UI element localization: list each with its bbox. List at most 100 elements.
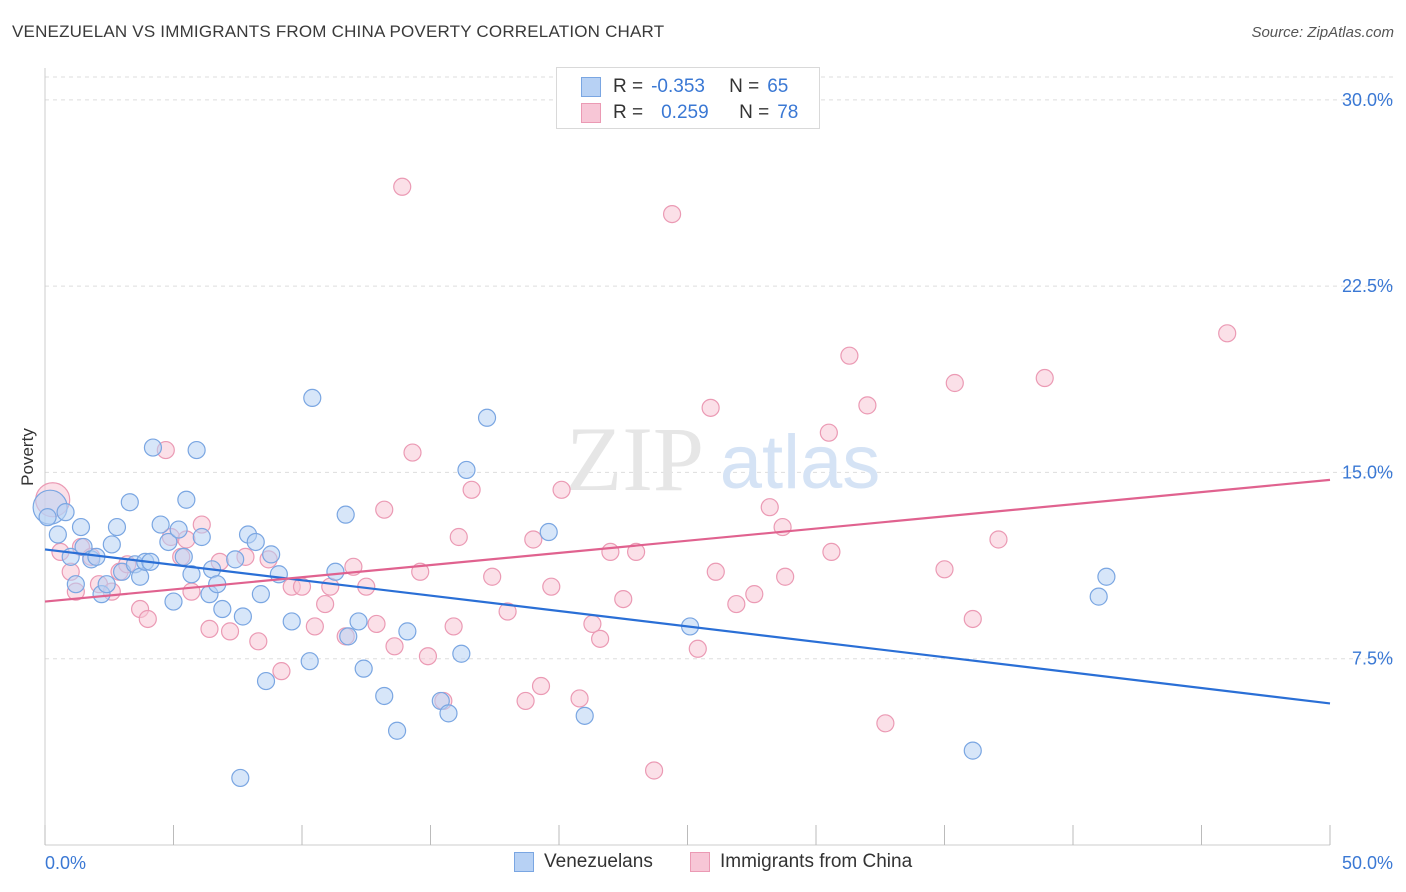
venezuelan-point	[246, 532, 265, 552]
venezuelan-point	[213, 599, 232, 619]
china-point	[840, 346, 859, 365]
y-tick-label: 30.0%	[1342, 90, 1393, 110]
legend-label: Immigrants from China	[720, 851, 913, 872]
tick-labels: 7.5% 15.0% 22.5% 30.0% 0.0% 50.0%	[45, 90, 1393, 873]
china-point	[249, 632, 268, 651]
venezuelan-point	[174, 547, 193, 566]
venezuelan-point	[477, 408, 497, 427]
venezuelan-point	[151, 515, 170, 534]
china-point	[444, 617, 463, 636]
legend-swatch-blue	[581, 77, 601, 97]
china-point	[1218, 324, 1237, 343]
venezuelan-point	[539, 522, 558, 542]
axes	[44, 68, 1331, 846]
china-point	[760, 498, 779, 517]
venezuelan-point	[159, 532, 178, 552]
venezuelan-point	[182, 565, 201, 584]
venezuelan-point	[71, 517, 91, 537]
venezuelan-point	[1089, 587, 1108, 606]
china-point	[498, 602, 517, 621]
venezuelan-point	[354, 659, 373, 678]
legend-n-label: N =	[729, 76, 760, 97]
legend-label: Venezuelans	[544, 851, 653, 872]
venezuelan-point	[303, 388, 322, 408]
venezuelan-point	[177, 490, 196, 509]
venezuelan-point	[226, 550, 245, 569]
china-point	[200, 619, 219, 639]
china-point	[393, 177, 412, 196]
y-tick-label: 7.5%	[1352, 649, 1393, 669]
venezuelan-point	[38, 508, 57, 527]
venezuelan-point	[56, 503, 75, 522]
venezuelan-point	[97, 575, 116, 594]
china-point	[552, 480, 571, 499]
china-point	[583, 614, 602, 634]
venezuelan-point	[1097, 567, 1116, 586]
china-point	[776, 567, 795, 586]
venezuelan-point	[387, 721, 407, 740]
venezuelan-point	[107, 517, 127, 537]
china-point	[375, 500, 394, 519]
china-point	[745, 585, 764, 604]
china-point	[819, 423, 838, 442]
venezuelan-point	[326, 562, 345, 581]
china-point	[963, 609, 982, 629]
venezuelan-point	[398, 622, 417, 641]
china-point	[727, 594, 746, 614]
legend-n-value: 65	[767, 76, 789, 97]
venezuelan-point	[192, 527, 211, 547]
venezuelan-point	[282, 612, 301, 631]
venezuelan-point	[120, 493, 139, 512]
china-trend-line	[44, 478, 1331, 603]
china-point	[858, 396, 877, 415]
china-point	[385, 637, 404, 656]
china-point	[182, 582, 201, 601]
venezuelan-point	[963, 741, 982, 760]
china-point	[1035, 368, 1054, 388]
china-point	[367, 614, 386, 634]
venezuelan-point	[452, 644, 471, 663]
china-point	[483, 567, 502, 586]
x-tick-label: 50.0%	[1342, 853, 1393, 873]
venezuelan-point	[300, 652, 319, 671]
y-tick-label: 22.5%	[1342, 276, 1393, 296]
venezuelan-point	[251, 585, 270, 604]
legend-swatch-pink	[690, 852, 710, 872]
watermark-zip: ZIP	[566, 408, 704, 510]
watermark: ZIP atlas	[566, 408, 880, 510]
venezuelan-point	[575, 706, 594, 725]
source-credit: Source: ZipAtlas.com	[1251, 24, 1394, 41]
watermark-atlas: atlas	[720, 420, 881, 505]
legend-r-label: R =	[613, 102, 644, 123]
legend-r-label: R =	[613, 76, 644, 97]
china-point	[531, 676, 551, 696]
china-point	[403, 443, 422, 462]
china-point	[138, 609, 157, 629]
venezuelan-point	[48, 525, 67, 544]
china-point	[601, 542, 620, 562]
china-point	[591, 629, 610, 648]
series-legend-venezuelans: Venezuelans	[514, 851, 653, 873]
y-axis-label: Poverty	[18, 428, 37, 486]
y-tick-label: 15.0%	[1342, 462, 1393, 482]
china-point	[688, 639, 707, 658]
venezuelan-trend-line	[44, 548, 1331, 705]
china-point	[449, 527, 468, 547]
legend-row-china: R = 0.259 N = 78	[581, 100, 798, 126]
venezuelan-point	[262, 545, 281, 564]
china-point	[272, 662, 291, 681]
venezuelan-point	[256, 671, 276, 691]
china-point	[662, 204, 682, 224]
china-point	[822, 542, 841, 562]
china-point	[701, 398, 720, 417]
china-point	[305, 617, 324, 636]
venezuelan-point	[169, 520, 188, 539]
legend-n-label: N =	[739, 102, 770, 123]
venezuelan-point	[233, 607, 252, 626]
china-point	[626, 542, 646, 562]
venezuelan-point	[339, 627, 358, 646]
venezuelan-point	[349, 612, 368, 631]
china-point	[570, 689, 589, 708]
china-point	[316, 594, 335, 614]
